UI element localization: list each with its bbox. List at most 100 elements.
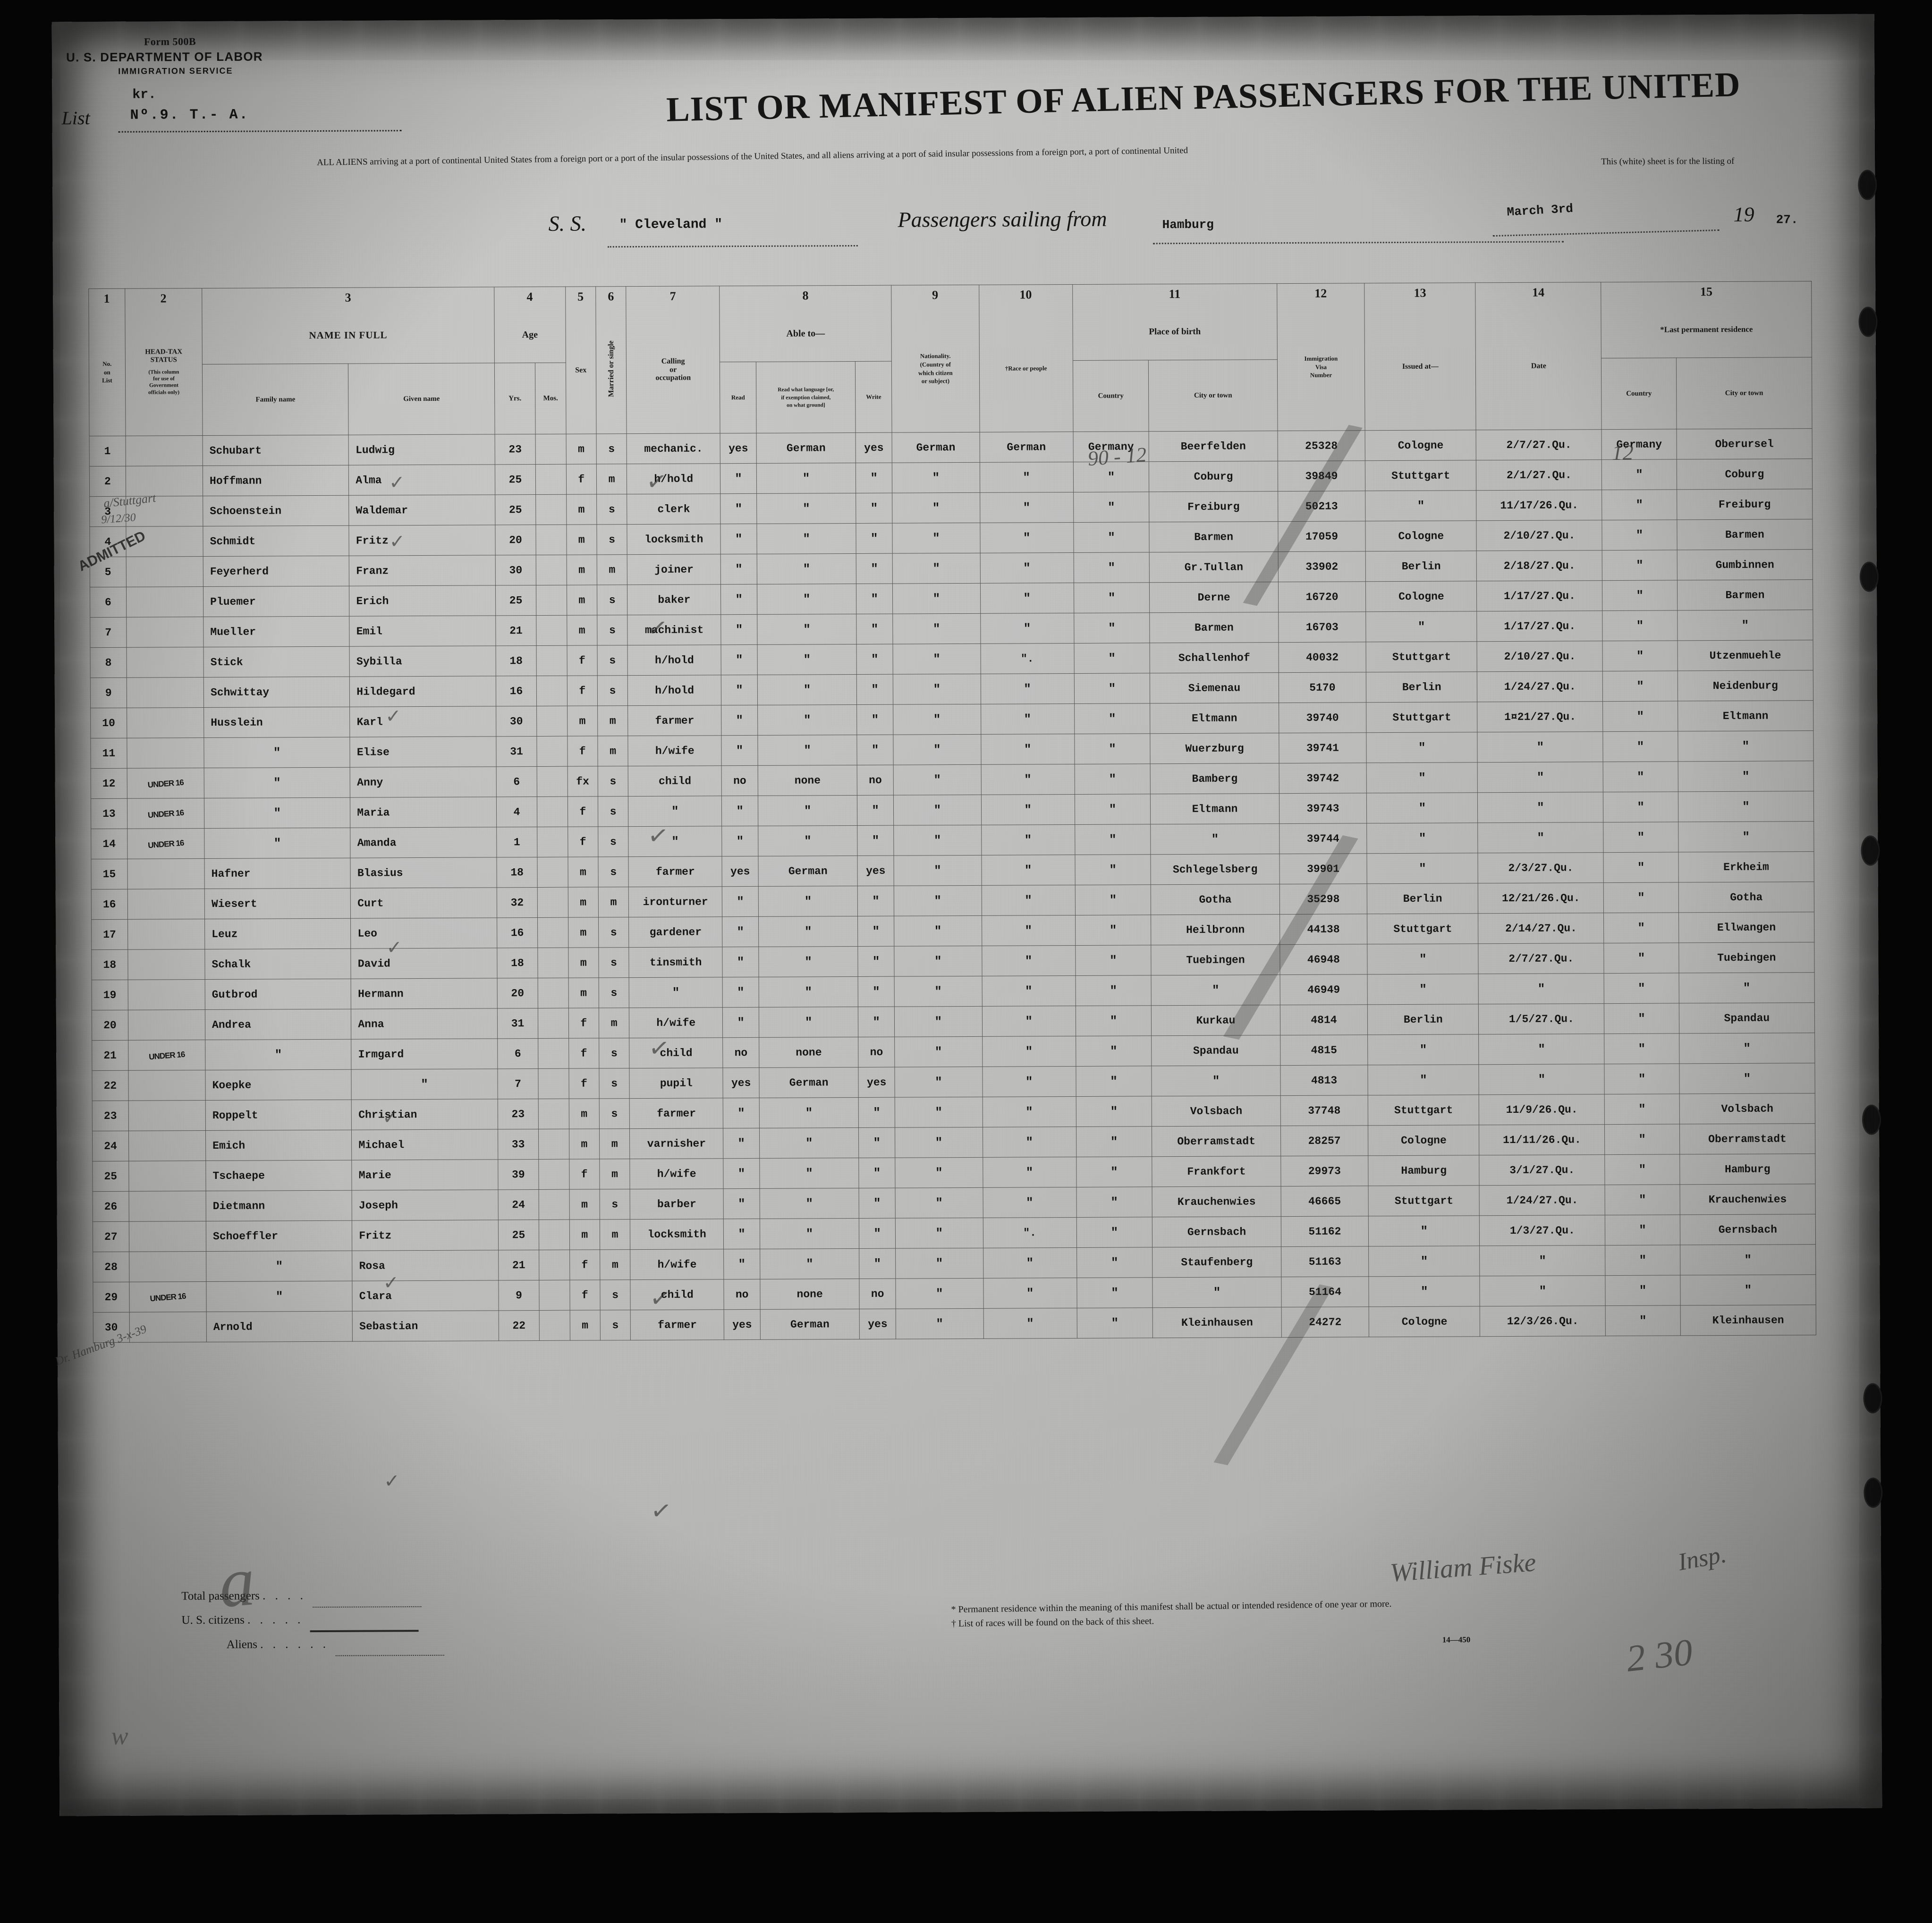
cell-married-single[interactable]: m — [597, 554, 627, 585]
cell-calling[interactable]: farmer — [629, 1098, 723, 1129]
cell-read[interactable]: yes — [722, 856, 759, 887]
cell-issued-at[interactable]: Cologne — [1365, 520, 1477, 551]
cell-married-single[interactable]: m — [598, 887, 629, 917]
cell-read-language[interactable]: German — [756, 432, 856, 464]
cell-family-name[interactable]: Stick — [203, 646, 350, 678]
cell-birth-city[interactable]: Freiburg — [1149, 491, 1278, 522]
cell-head-tax[interactable] — [127, 858, 205, 889]
cell-family-name[interactable]: " — [203, 737, 350, 768]
cell-residence-city[interactable]: " — [1678, 821, 1814, 852]
cell-age-yrs[interactable]: 24 — [498, 1189, 539, 1220]
cell-age-mos[interactable] — [536, 676, 568, 706]
cell-race[interactable]: " — [983, 1157, 1076, 1188]
cell-read-language[interactable]: " — [756, 523, 856, 554]
cell-calling[interactable]: " — [629, 977, 723, 1008]
cell-age-mos[interactable] — [538, 1099, 569, 1129]
cell-married-single[interactable]: s — [596, 524, 627, 555]
cell-family-name[interactable]: " — [206, 1281, 353, 1312]
cell-head-tax[interactable] — [129, 1221, 206, 1252]
cell-married-single[interactable]: s — [598, 766, 628, 796]
cell-age-mos[interactable] — [539, 1220, 570, 1250]
cell-race[interactable]: " — [980, 613, 1074, 644]
cell-birth-country[interactable]: " — [1074, 612, 1150, 644]
cell-issued-at[interactable]: Cologne — [1365, 581, 1477, 612]
cell-issued-at[interactable]: " — [1369, 1276, 1480, 1307]
cell-age-mos[interactable] — [538, 978, 568, 1008]
cell-age-yrs[interactable]: 23 — [494, 434, 536, 465]
cell-family-name[interactable]: Wiesert — [204, 888, 351, 919]
cell-residence-city[interactable]: " — [1678, 730, 1814, 762]
cell-age-yrs[interactable]: 18 — [497, 948, 538, 978]
cell-married-single[interactable]: s — [596, 433, 627, 464]
cell-nationality[interactable]: " — [892, 553, 981, 584]
cell-write[interactable]: yes — [856, 432, 892, 463]
cell-visa-date[interactable]: " — [1478, 973, 1604, 1004]
cell-write[interactable]: " — [859, 1248, 896, 1279]
cell-read[interactable]: " — [721, 705, 758, 736]
cell-calling[interactable]: tinsmith — [629, 947, 723, 978]
cell-given-name[interactable]: Waldemar — [348, 494, 495, 526]
cell-age-yrs[interactable]: 25 — [495, 585, 537, 616]
cell-head-tax[interactable] — [126, 466, 203, 497]
cell-visa-date[interactable]: 2/10/27.Qu. — [1476, 520, 1602, 551]
cell-age-yrs[interactable]: 18 — [495, 645, 537, 676]
cell-residence-city[interactable]: Neidenburg — [1678, 670, 1813, 701]
cell-calling[interactable]: h/wife — [630, 1249, 724, 1280]
cell-given-name[interactable]: Fritz — [349, 525, 495, 556]
cell-no[interactable]: 6 — [90, 587, 127, 618]
cell-calling[interactable]: h/wife — [630, 1158, 724, 1189]
cell-sex[interactable]: m — [566, 524, 597, 555]
cell-visa-date[interactable]: 1/5/27.Qu. — [1478, 1003, 1605, 1034]
cell-visa-date[interactable]: 1¤21/27.Qu. — [1477, 701, 1603, 732]
cell-birth-country[interactable]: " — [1076, 1035, 1152, 1067]
cell-read-language[interactable]: none — [759, 1037, 859, 1068]
cell-birth-country[interactable]: " — [1076, 1096, 1152, 1127]
cell-residence-city[interactable]: Kleinhausen — [1680, 1305, 1816, 1336]
cell-read-language[interactable]: " — [759, 1158, 859, 1189]
cell-residence-city[interactable]: " — [1679, 1063, 1815, 1094]
cell-residence-country[interactable]: " — [1603, 852, 1678, 883]
cell-read[interactable]: " — [720, 584, 757, 615]
cell-given-name[interactable]: Franz — [349, 555, 496, 586]
cell-read-language[interactable]: " — [757, 553, 856, 585]
cell-race[interactable]: " — [980, 522, 1074, 553]
cell-sex[interactable]: m — [568, 1098, 600, 1129]
cell-residence-city[interactable]: Coburg — [1677, 458, 1813, 490]
cell-read-language[interactable]: " — [759, 1188, 859, 1219]
cell-age-yrs[interactable]: 18 — [496, 857, 538, 888]
cell-nationality[interactable]: " — [894, 1067, 983, 1098]
cell-visa-date[interactable]: 2/7/27.Qu. — [1478, 943, 1604, 974]
cell-married-single[interactable]: s — [597, 645, 628, 676]
cell-read-language[interactable]: none — [758, 765, 857, 796]
cell-read[interactable]: yes — [724, 1309, 761, 1340]
cell-issued-at[interactable]: Stuttgart — [1367, 913, 1479, 944]
cell-age-mos[interactable] — [537, 917, 568, 948]
cell-nationality[interactable]: " — [895, 1157, 983, 1188]
cell-nationality[interactable]: " — [894, 885, 982, 916]
cell-sex[interactable]: fx — [567, 766, 598, 797]
cell-issued-at[interactable]: " — [1366, 732, 1478, 763]
list-number-value[interactable]: Nº.9. T.- A. — [130, 107, 249, 124]
cell-residence-country[interactable]: " — [1602, 519, 1677, 551]
cell-residence-country[interactable]: " — [1602, 640, 1678, 671]
cell-given-name[interactable]: Amanda — [350, 827, 497, 858]
cell-no[interactable]: 29 — [93, 1282, 129, 1313]
cell-issued-at[interactable]: Stuttgart — [1366, 702, 1478, 733]
cell-sex[interactable]: m — [569, 1219, 600, 1250]
cell-birth-country[interactable]: " — [1074, 794, 1151, 825]
cell-family-name[interactable]: Arnold — [206, 1311, 353, 1342]
cell-married-single[interactable]: m — [597, 705, 628, 736]
cell-married-single[interactable]: s — [599, 1068, 630, 1099]
cell-read-language[interactable]: " — [757, 614, 857, 645]
cell-visa-date[interactable]: " — [1477, 731, 1603, 762]
cell-sex[interactable]: f — [567, 645, 598, 676]
cell-read[interactable]: " — [722, 1007, 759, 1038]
cell-read-language[interactable]: " — [760, 1218, 859, 1249]
cell-issued-at[interactable]: Berlin — [1365, 551, 1477, 582]
cell-birth-city[interactable]: Frankfort — [1152, 1156, 1281, 1187]
cell-no[interactable]: 19 — [92, 980, 128, 1010]
cell-birth-country[interactable]: " — [1073, 552, 1150, 583]
cell-residence-country[interactable]: " — [1605, 1154, 1680, 1185]
cell-race[interactable]: " — [982, 1066, 1076, 1097]
cell-residence-country[interactable]: " — [1603, 912, 1679, 943]
